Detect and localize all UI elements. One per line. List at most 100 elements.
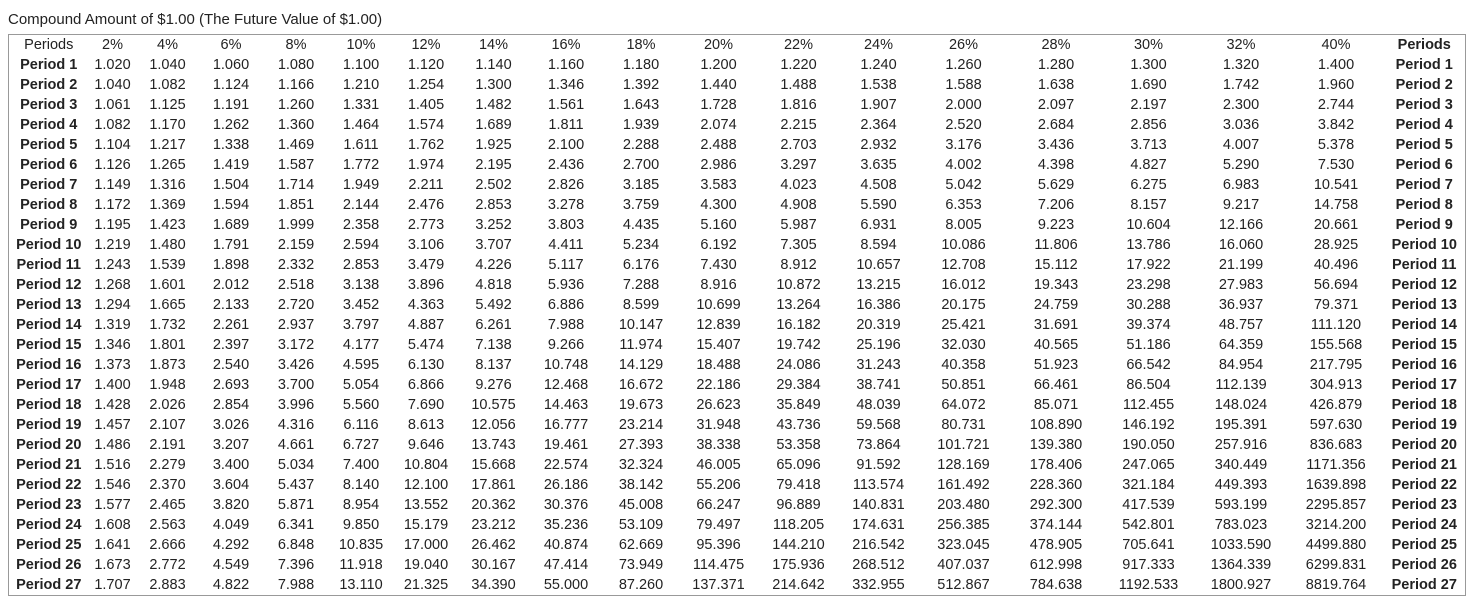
period-label: Period 17 xyxy=(16,377,82,393)
table-cell: 2.215 xyxy=(780,117,817,133)
table-cell: 40.565 xyxy=(1033,337,1079,353)
table-cell: 1.601 xyxy=(149,277,186,293)
table-cell: 449.393 xyxy=(1214,477,1268,493)
table-cell: 26.462 xyxy=(471,537,516,553)
period-label: Period 19 xyxy=(16,417,82,433)
table-cell: 20.319 xyxy=(856,317,901,333)
table-cell: 6.353 xyxy=(945,197,982,213)
table-cell: 79.497 xyxy=(696,517,741,533)
table-cell: 5.560 xyxy=(342,397,380,413)
table-cell: 4.007 xyxy=(1222,137,1260,153)
period-label: Period 24 xyxy=(16,517,82,533)
table-row: Period 16 1.373 1.873 2.540 3.426 4.595 6.130 8… xyxy=(9,355,1466,375)
table-cell: 1.742 xyxy=(1222,77,1260,93)
table-cell: 16.182 xyxy=(776,317,821,333)
table-cell: 6.176 xyxy=(622,257,660,273)
table-cell: 9.217 xyxy=(1222,197,1260,213)
table-cell: 140.831 xyxy=(852,497,905,513)
table-cell: 25.196 xyxy=(856,337,901,353)
period-label: Period 3 xyxy=(20,97,78,113)
column-header: 40% xyxy=(1321,37,1351,53)
table-cell: 2.853 xyxy=(475,197,512,213)
table-cell: 3.635 xyxy=(860,157,897,173)
table-cell: 2.191 xyxy=(149,437,186,453)
period-label: Period 21 xyxy=(1391,457,1457,473)
table-cell: 2.195 xyxy=(475,157,512,173)
table-cell: 2.097 xyxy=(1037,97,1075,113)
table-cell: 3.026 xyxy=(212,417,250,433)
table-cell: 5.492 xyxy=(475,297,512,313)
table-cell: 292.300 xyxy=(1029,497,1083,513)
table-cell: 195.391 xyxy=(1214,417,1268,433)
table-cell: 31.243 xyxy=(856,357,901,373)
table-cell: 2.211 xyxy=(408,177,444,193)
table-cell: 48.039 xyxy=(856,397,901,413)
table-cell: 10.604 xyxy=(1126,217,1171,233)
table-cell: 1.574 xyxy=(407,117,445,133)
table-cell: 2.854 xyxy=(212,397,250,413)
table-cell: 53.109 xyxy=(618,517,664,533)
table-cell: 19.343 xyxy=(1033,277,1079,293)
table-cell: 1.400 xyxy=(1317,57,1355,73)
period-label: Period 15 xyxy=(1391,337,1457,353)
table-cell: 13.552 xyxy=(403,497,449,513)
table-cell: 2.026 xyxy=(149,397,186,413)
column-header: 30% xyxy=(1133,37,1164,53)
table-cell: 1.082 xyxy=(94,117,131,133)
table-cell: 66.247 xyxy=(696,497,741,513)
table-cell: 1.195 xyxy=(94,217,131,233)
period-label: Period 26 xyxy=(1391,557,1457,573)
table-cell: 1.594 xyxy=(212,197,250,213)
table-cell: 3.820 xyxy=(212,497,250,513)
table-row: Period 3 1.061 1.125 1.191 1.260 1.331 1.405 1.… xyxy=(9,95,1466,115)
table-row: Period 24 1.608 2.563 4.049 6.341 9.850 15.179… xyxy=(9,515,1466,535)
table-cell: 113.574 xyxy=(852,477,905,493)
table-cell: 80.731 xyxy=(941,417,986,433)
table-cell: 17.922 xyxy=(1126,257,1171,273)
table-cell: 43.736 xyxy=(776,417,821,433)
table-cell: 1.170 xyxy=(149,117,186,133)
table-cell: 4.411 xyxy=(548,237,584,253)
table-cell: 2.332 xyxy=(277,257,315,273)
table-row: Period 5 1.104 1.217 1.338 1.469 1.611 1.762 1.… xyxy=(9,135,1466,155)
table-cell: 1.020 xyxy=(94,57,131,73)
table-cell: 1.219 xyxy=(94,237,131,253)
column-header: 4% xyxy=(157,37,178,53)
table-cell: 3.297 xyxy=(780,157,817,173)
table-cell: 6.275 xyxy=(1130,177,1167,193)
table-cell: 1.126 xyxy=(94,157,131,173)
table-cell: 9.223 xyxy=(1037,217,1075,233)
table-cell: 1.220 xyxy=(780,57,817,73)
table-cell: 24.086 xyxy=(776,357,821,373)
table-cell: 1.898 xyxy=(212,257,250,273)
table-cell: 2.100 xyxy=(547,137,585,153)
table-cell: 2.700 xyxy=(622,157,660,173)
table-cell: 23.298 xyxy=(1126,277,1171,293)
period-label: Period 13 xyxy=(1391,297,1457,313)
table-row: Period 2 1.040 1.082 1.124 1.166 1.210 1.254 1.… xyxy=(9,75,1466,95)
table-row: Period 14 1.319 1.732 2.261 2.937 3.797 4.887 6… xyxy=(9,315,1466,335)
table-cell: 1.060 xyxy=(212,57,250,73)
table-cell: 7.530 xyxy=(1317,157,1355,173)
table-cell: 111.120 xyxy=(1310,317,1362,333)
table-cell: 55.000 xyxy=(543,577,589,593)
table-cell: 1.588 xyxy=(945,77,982,93)
table-cell: 53.358 xyxy=(776,437,821,453)
table-cell: 1.166 xyxy=(277,77,315,93)
table-cell: 1.714 xyxy=(277,177,315,193)
table-cell: 17.861 xyxy=(471,477,516,493)
table-cell: 1.772 xyxy=(342,157,380,173)
table-cell: 2.074 xyxy=(700,117,737,133)
table-cell: 12.468 xyxy=(543,377,589,393)
table-cell: 144.210 xyxy=(772,537,825,553)
table-cell: 4.595 xyxy=(342,357,380,373)
table-cell: 9.266 xyxy=(547,337,585,353)
period-label: Period 1 xyxy=(20,57,78,73)
table-cell: 7.138 xyxy=(475,337,512,353)
table-cell: 95.396 xyxy=(696,537,741,553)
table-cell: 478.905 xyxy=(1029,537,1083,553)
table-cell: 5.160 xyxy=(700,217,737,233)
table-cell: 38.741 xyxy=(856,377,901,393)
table-cell: 64.072 xyxy=(941,397,986,413)
table-cell: 8.137 xyxy=(475,357,512,373)
